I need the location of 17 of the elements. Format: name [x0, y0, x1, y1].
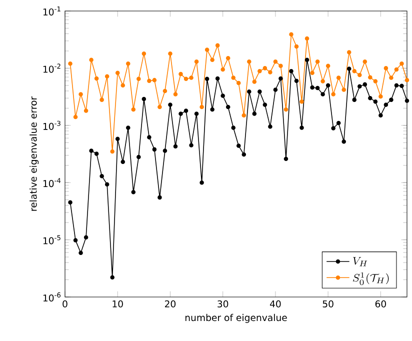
x-axis-title: number of eigenvalue: [185, 314, 287, 323]
x-tick-label: 40: [270, 300, 281, 308]
y-tick-label: 10$^{-5}$: [43, 235, 60, 244]
x-tick-label: 60: [375, 300, 386, 308]
legend-label: $V_H$: [353, 257, 368, 266]
y-tick-label: 10$^{-6}$: [43, 292, 61, 302]
y-tick-label: 10$^{-3}$: [43, 120, 60, 130]
y-tick-label: 10$^{-4}$: [43, 178, 61, 188]
x-tick-label: 50: [322, 300, 334, 308]
x-tick-label: 10: [112, 300, 123, 308]
x-tick-label: 30: [218, 300, 228, 308]
y-tick-label: 10$^{-2}$: [43, 64, 60, 73]
x-tick-label: 20: [164, 300, 176, 308]
legend-label: $S_0^1(\mathcal{T}_H)$: [353, 272, 389, 286]
y-tick-label: 10$^{-1}$: [43, 6, 60, 16]
y-axis-title: relative eigenvalue error: [30, 96, 39, 211]
x-tick-label: 0: [62, 300, 68, 308]
